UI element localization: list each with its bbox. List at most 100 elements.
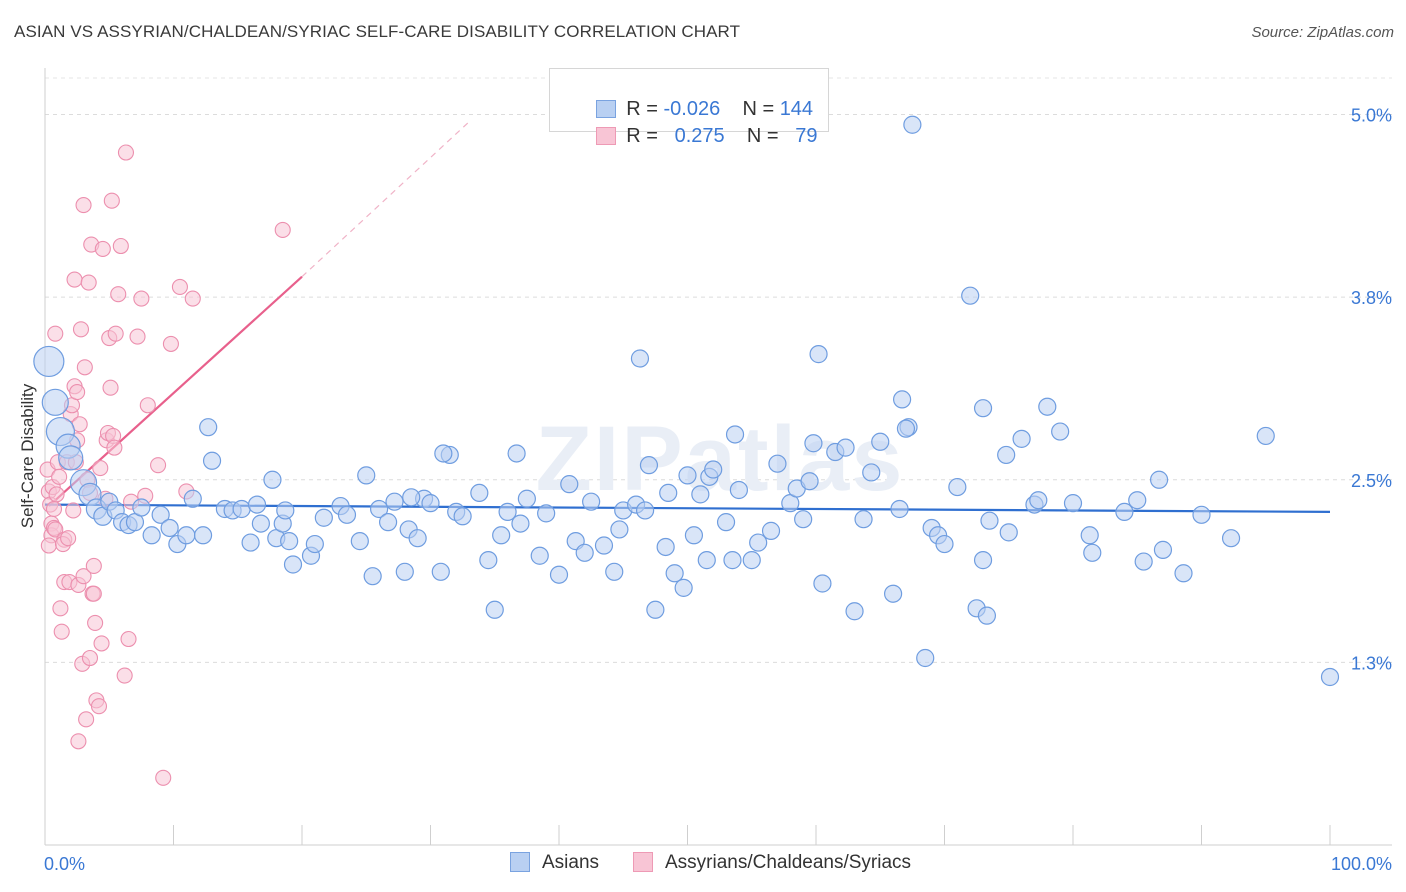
data-point-asians — [183, 489, 202, 508]
pink-swatch-icon — [633, 852, 653, 872]
data-point-asians — [973, 399, 993, 418]
data-point-asians — [142, 526, 161, 545]
data-point-asians — [280, 532, 299, 551]
data-point-asians — [151, 505, 170, 524]
data-point-asians — [305, 534, 324, 554]
data-point-assyrians — [103, 192, 120, 209]
data-point-asians — [1029, 491, 1048, 510]
data-point-assyrians — [116, 667, 133, 684]
data-point-asians — [845, 602, 864, 621]
data-point-asians — [232, 499, 251, 519]
data-point-asians — [276, 501, 295, 520]
data-point-asians — [517, 489, 536, 508]
data-point-asians — [241, 533, 260, 552]
data-point-asians — [530, 546, 549, 565]
data-point-asians — [370, 499, 389, 519]
data-point-assyrians — [75, 568, 92, 585]
data-point-asians — [896, 419, 916, 438]
source-label: Source: ZipAtlas.com — [1251, 24, 1394, 41]
data-point-asians — [177, 526, 196, 545]
legend-item-label: Assyrians/Chaldeans/Syriacs — [665, 852, 912, 873]
series-asians-points — [33, 115, 1340, 687]
data-point-asians — [768, 454, 787, 473]
data-point-asians — [639, 456, 659, 475]
data-point-assyrians — [110, 286, 127, 303]
data-point-assyrians — [94, 240, 111, 257]
data-point-asians — [659, 483, 678, 503]
data-point-asians — [1174, 564, 1193, 583]
data-point-assyrians — [47, 325, 64, 342]
data-point-asians — [537, 504, 556, 523]
data-point-asians — [1192, 505, 1211, 524]
watermark: ZIPatlas — [536, 408, 905, 510]
data-point-assyrians — [87, 614, 104, 631]
data-point-asians — [1149, 470, 1169, 489]
data-point-assyrians — [48, 486, 65, 503]
legend-n-value: 144 — [779, 98, 814, 120]
data-point-asians — [350, 532, 369, 551]
data-point-asians — [199, 418, 218, 437]
data-point-assyrians — [102, 379, 119, 396]
data-point-asians — [646, 600, 665, 619]
data-point-asians — [684, 526, 704, 545]
y-tick-label: 3.8% — [1351, 288, 1392, 308]
data-point-assyrians — [69, 384, 86, 401]
data-point-asians — [1128, 491, 1147, 510]
trend-extension-assyrians — [301, 121, 470, 278]
data-point-assyrians — [78, 711, 95, 728]
data-point-asians — [453, 507, 472, 526]
y-tick-label: 5.0% — [1351, 106, 1392, 126]
legend-item-asians[interactable]: Asians — [510, 852, 599, 874]
data-point-asians — [314, 508, 333, 527]
data-point-asians — [507, 444, 526, 463]
data-point-asians — [862, 463, 881, 482]
data-point-asians — [575, 543, 594, 562]
chart-title: ASIAN VS ASSYRIAN/CHALDEAN/SYRIAC SELF-C… — [14, 22, 741, 41]
data-point-asians — [1083, 543, 1102, 562]
data-point-asians — [980, 511, 999, 530]
series-legend: Asians Assyrians/Chaldeans/Syriacs — [0, 852, 1406, 878]
data-point-assyrians — [81, 649, 99, 667]
legend-r-value: 0.275 — [674, 125, 725, 147]
data-point-asians — [916, 648, 935, 668]
data-point-assyrians — [60, 530, 77, 547]
x-tick-label: 100.0% — [1331, 854, 1392, 874]
data-point-asians — [800, 472, 819, 491]
pink-swatch-icon — [596, 127, 617, 145]
data-point-asians — [961, 286, 980, 305]
data-point-asians — [421, 494, 440, 513]
legend-r-label: R = — [626, 125, 658, 147]
data-point-asians — [594, 536, 614, 555]
data-point-asians — [1038, 397, 1057, 416]
data-point-asians — [935, 534, 954, 554]
data-point-asians — [674, 578, 693, 597]
axes — [44, 68, 1392, 846]
data-point-asians — [58, 445, 84, 471]
data-point-asians — [1063, 494, 1083, 513]
data-point-asians — [1012, 429, 1031, 448]
data-point-asians — [804, 434, 823, 453]
data-point-asians — [836, 438, 855, 457]
data-point-asians — [402, 488, 421, 507]
data-point-asians — [511, 514, 530, 533]
data-point-asians — [813, 574, 832, 593]
data-point-asians — [892, 390, 912, 409]
data-point-assyrians — [171, 278, 188, 295]
data-point-assyrians — [107, 325, 124, 342]
data-point-asians — [1134, 552, 1153, 571]
legend-r-label: R = — [626, 98, 658, 120]
data-point-assyrians — [66, 271, 83, 288]
data-point-asians — [498, 502, 517, 522]
data-point-asians — [610, 520, 629, 539]
data-point-assyrians — [129, 328, 146, 345]
legend-row-assyrians: R = 0.275 N = 79 — [574, 102, 818, 147]
data-point-asians — [716, 513, 736, 532]
data-point-assyrians — [52, 600, 69, 617]
legend-item-assyrians[interactable]: Assyrians/Chaldeans/Syriacs — [633, 852, 911, 874]
data-point-asians — [582, 492, 601, 511]
data-point-asians — [697, 551, 716, 570]
data-point-asians — [408, 529, 427, 548]
data-point-asians — [723, 551, 742, 570]
blue-swatch-icon — [596, 100, 617, 118]
